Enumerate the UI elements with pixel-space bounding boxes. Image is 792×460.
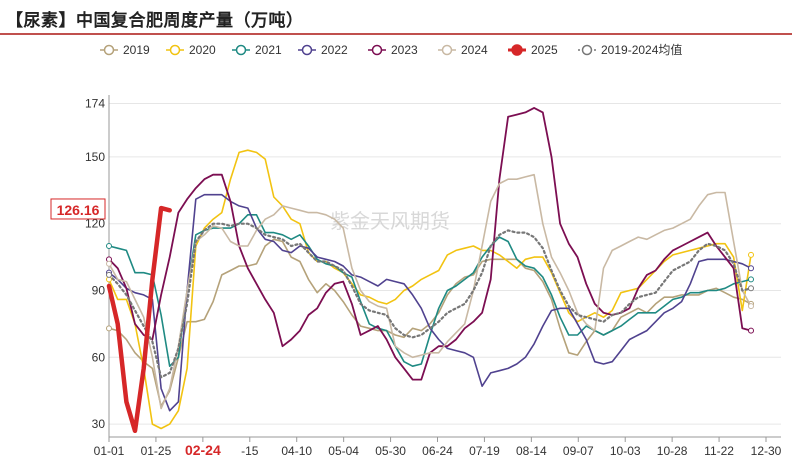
x-tick-label: 05-30 [375, 444, 406, 458]
legend-item-2019-2024均值: 2019-2024均值 [578, 42, 682, 57]
x-tick-label: 01-01 [94, 444, 125, 458]
y-tick-label: 90 [92, 283, 106, 297]
legend-swatch-marker [235, 44, 247, 56]
legend-label: 2021 [255, 43, 282, 57]
chart-title: 【尿素】中国复合肥周度产量（万吨） [6, 11, 304, 31]
legend-label: 2019-2024均值 [601, 42, 682, 57]
series-end-marker-2024 [748, 303, 754, 310]
series-end-marker-2023 [748, 327, 754, 334]
x-tick-label: 10-28 [657, 444, 688, 458]
legend-label: 2024 [461, 43, 488, 57]
x-tick-label: 08-14 [516, 444, 547, 458]
series-end-marker-2019-2024均值 [748, 285, 754, 292]
x-tick-label: 05-04 [328, 444, 359, 458]
legend-item-2020: 2020 [166, 43, 216, 57]
legend-item-2024: 2024 [438, 43, 488, 57]
series-end-marker-2021 [106, 242, 112, 249]
series-line-2019 [108, 238, 752, 408]
series-end-marker-2019 [106, 325, 112, 332]
legend-label: 2023 [391, 43, 418, 57]
series-line-2024 [108, 173, 752, 410]
series-line-2020 [108, 149, 752, 430]
value-callout-label: 126.16 [57, 202, 100, 218]
x-tick-label: 04-10 [281, 444, 312, 458]
legend-item-2022: 2022 [298, 43, 348, 57]
series-end-marker-2020 [748, 251, 754, 258]
legend-swatch-marker [581, 44, 593, 56]
x-tick-label: 10-03 [610, 444, 641, 458]
legend-item-2023: 2023 [368, 43, 418, 57]
y-tick-label: 30 [92, 417, 106, 431]
series-line-2019-2024均值 [107, 222, 753, 379]
legend-item-2021: 2021 [232, 43, 282, 57]
x-tick-label: -15 [241, 444, 259, 458]
legend-swatch-marker [169, 44, 181, 56]
title-underline [0, 33, 792, 35]
legend-item-2019: 2019 [100, 43, 150, 57]
x-tick-label: 01-25 [141, 444, 172, 458]
legend-swatch-marker [511, 44, 523, 56]
x-tick-label: 11-22 [704, 444, 734, 458]
legend-label: 2022 [321, 43, 348, 57]
series-line-2025 [106, 205, 172, 434]
y-tick-label: 120 [85, 217, 105, 231]
legend-label: 2025 [531, 43, 558, 57]
value-callout-box [50, 198, 106, 220]
series-end-marker-2022 [748, 265, 754, 272]
y-tick-label: 60 [92, 350, 106, 364]
legend-item-2025: 2025 [508, 43, 558, 57]
legend-swatch-marker [301, 44, 313, 56]
series-line-2023 [108, 107, 752, 381]
legend-label: 2019 [123, 43, 150, 57]
y-tick-label: 150 [85, 150, 105, 164]
x-tick-label: 12-30 [751, 444, 782, 458]
series-end-marker-2019-2024均值 [106, 271, 112, 278]
legend-swatch-marker [371, 44, 383, 56]
series-line-2021 [108, 214, 752, 368]
x-tick-label: 02-24 [185, 442, 221, 458]
x-tick-label: 07-19 [469, 444, 500, 458]
series-end-marker-2021 [748, 276, 754, 283]
x-tick-label: 06-24 [422, 444, 453, 458]
y-tick-label: 174 [85, 96, 105, 110]
legend-swatch-marker [441, 44, 453, 56]
watermark: 紫金天风期货 [330, 209, 450, 233]
legend-label: 2020 [189, 43, 216, 57]
series-end-marker-2024 [106, 260, 112, 267]
legend-swatch-marker [103, 44, 115, 56]
x-tick-label: 09-07 [563, 444, 594, 458]
